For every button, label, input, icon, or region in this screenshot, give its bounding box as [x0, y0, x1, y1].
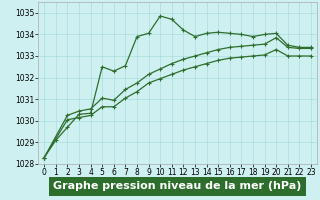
X-axis label: Graphe pression niveau de la mer (hPa): Graphe pression niveau de la mer (hPa)	[53, 181, 302, 191]
